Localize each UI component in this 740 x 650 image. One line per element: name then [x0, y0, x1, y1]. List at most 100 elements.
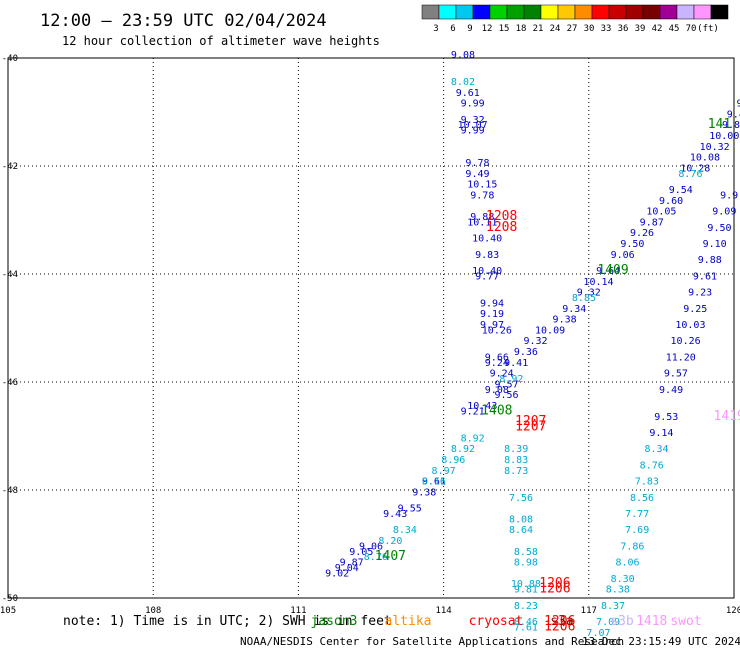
footer-timestamp: 13 Dec 23:15:49 UTC 2024: [582, 635, 740, 648]
data-label: 1418: [636, 614, 667, 629]
colorbar-label: 24: [550, 24, 561, 34]
data-label: 9.36: [736, 99, 740, 110]
data-label: 9.66: [485, 352, 509, 363]
data-label: 8.76: [678, 169, 702, 180]
data-label: 8.34: [645, 444, 669, 455]
data-label: 9.36: [514, 347, 538, 358]
y-tick-label: -46: [2, 378, 18, 388]
data-label: 7.77: [625, 509, 649, 520]
data-label: 1409: [597, 263, 628, 278]
data-label: 9.32: [461, 115, 485, 126]
colorbar-swatch: [574, 4, 593, 20]
data-label: 9.54: [669, 185, 693, 196]
data-label: 9.14: [649, 428, 673, 439]
data-label: 9.57: [494, 379, 518, 390]
data-label: 7.69: [625, 525, 649, 536]
data-label: 9.78: [465, 158, 489, 169]
data-label: 8.92: [461, 433, 485, 444]
data-label: 8.34: [393, 525, 417, 536]
colorbar-swatch: [540, 4, 559, 20]
data-label: 9.09: [712, 207, 736, 218]
data-label: 9.43: [383, 509, 407, 520]
data-label: 9.26: [630, 228, 654, 239]
data-label: 9.88: [698, 255, 722, 266]
data-label: 1408: [481, 403, 512, 418]
data-label: 9.08: [451, 50, 475, 61]
legend-entry: s3a: [550, 614, 573, 629]
colorbar-swatch: [693, 4, 712, 20]
data-label: 10.43: [467, 401, 497, 412]
data-label: 9.32: [524, 336, 548, 347]
data-label: 7.61: [514, 622, 538, 633]
data-label: 9.41: [504, 358, 528, 369]
colorbar-label: 45: [669, 24, 680, 34]
data-label: 8.73: [504, 466, 528, 477]
data-label: 9.32: [577, 288, 601, 299]
data-label: 1206: [539, 576, 570, 591]
data-label: 10.07: [458, 120, 488, 131]
data-label: 1206: [539, 582, 570, 597]
chart-subtitle: 12 hour collection of altimeter wave hei…: [62, 34, 380, 48]
colorbar-label: 21: [533, 24, 544, 34]
data-label: 9.10: [703, 239, 727, 250]
x-tick-label: 117: [581, 606, 597, 616]
data-label: 1208: [486, 209, 517, 224]
data-label: 10.88: [511, 579, 541, 590]
data-label: 9.64: [596, 266, 620, 277]
footer-note: note: 1) Time is in UTC; 2) SWH is in fe…: [63, 614, 392, 629]
colorbar-swatch: [506, 4, 525, 20]
data-label: 8.38: [606, 585, 630, 596]
legend-entry: s3b: [610, 614, 634, 629]
data-label: 9.61: [422, 477, 446, 488]
data-label: 9.04: [335, 563, 359, 574]
data-label: 9.21: [461, 406, 485, 417]
data-label: 8.58: [514, 547, 538, 558]
legend: jason3 altika cryosat s3a s3b swot: [311, 614, 702, 629]
data-label: 9.06: [611, 250, 635, 261]
data-label: 1419: [714, 409, 740, 424]
data-label: 9.99: [461, 126, 485, 137]
colorbar-label: 3: [433, 24, 438, 34]
colorbar-swatch: [455, 4, 474, 20]
data-label: 11.20: [666, 352, 696, 363]
colorbar-swatch: [676, 4, 695, 20]
data-label: 9.83: [475, 250, 499, 261]
data-label: 8.64: [509, 525, 533, 536]
data-label: 9.50: [707, 223, 731, 234]
y-tick-label: -42: [2, 162, 18, 172]
colorbar-label: 9: [467, 24, 472, 34]
data-label: 9.02: [325, 568, 349, 579]
data-label: 1206: [544, 619, 575, 634]
data-label: 9.06: [359, 541, 383, 552]
data-label: 7.83: [635, 477, 659, 488]
data-label: 9.05: [349, 547, 373, 558]
chart-title: 12:00 – 23:59 UTC 02/04/2024: [40, 11, 327, 31]
data-label: 9.23: [688, 288, 712, 299]
data-label: 9.25: [683, 304, 707, 315]
data-label: 7.56: [509, 493, 533, 504]
data-label: 10.15: [467, 180, 497, 191]
data-label: 9.97: [480, 320, 504, 331]
data-label: 10.26: [482, 325, 512, 336]
data-label: 9.88: [470, 212, 494, 223]
y-tick-label: -40: [2, 54, 18, 64]
colorbar-label: 18: [516, 24, 527, 34]
colorbar-swatch: [523, 4, 542, 20]
data-label: 8.39: [504, 444, 528, 455]
plot-frame: [7, 57, 735, 599]
data-label: 10.05: [646, 207, 676, 218]
data-label: 10.03: [675, 320, 705, 331]
data-label: 8.76: [640, 460, 664, 471]
colorbar-swatch: [421, 4, 440, 20]
data-label: 9.49: [659, 385, 683, 396]
data-label: 9.53: [654, 412, 678, 423]
data-label: 10.09: [535, 325, 565, 336]
data-label: 10.40: [472, 266, 502, 277]
data-labels: 9.029.049.879.059.069.439.559.389.619.21…: [325, 50, 740, 639]
grid: [8, 58, 734, 598]
data-label: 10.11: [467, 217, 497, 228]
data-label: 7.07: [586, 628, 610, 639]
data-label: 8.23: [514, 601, 538, 612]
colorbar-swatch: [557, 4, 576, 20]
x-tick-label: 105: [0, 606, 16, 616]
